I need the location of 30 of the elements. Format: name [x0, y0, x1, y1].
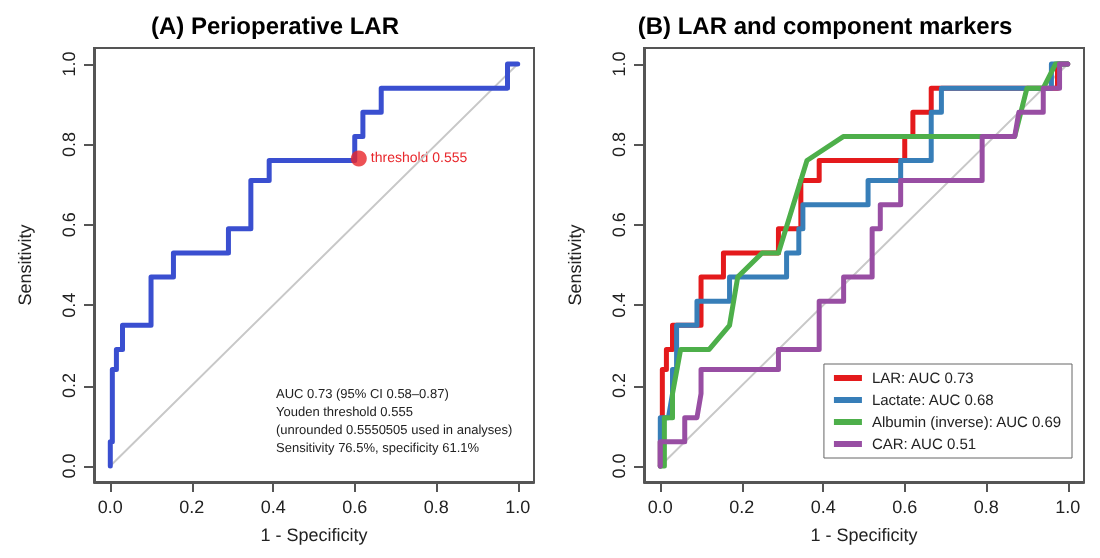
x-axis-title: 1 - Specificity — [260, 525, 369, 545]
y-axis-title: Sensitivity — [15, 223, 35, 306]
x-tick-label: 0.2 — [729, 497, 755, 517]
chart-title: (A) Perioperative LAR — [150, 12, 400, 40]
x-tick-label: 0.0 — [647, 497, 673, 517]
x-tick-label: 0.4 — [260, 497, 286, 517]
y-tick-label: 0.6 — [609, 212, 629, 238]
x-tick-label: 1.0 — [1055, 497, 1081, 517]
x-axis-title: 1 - Specificity — [810, 525, 919, 545]
x-tick-label: 0.8 — [423, 497, 449, 517]
y-tick-label: 0.0 — [59, 453, 79, 479]
x-tick-label: 0.6 — [892, 497, 918, 517]
y-axis-title: Sensitivity — [565, 223, 585, 306]
y-tick-label: 0.6 — [59, 212, 79, 238]
y-tick-label: 0.4 — [609, 292, 629, 318]
y-tick-label: 1.0 — [609, 51, 629, 77]
x-tick-label: 0.6 — [342, 497, 368, 517]
y-tick-label: 0.0 — [609, 453, 629, 479]
x-tick-label: 0.8 — [973, 497, 999, 517]
y-tick-label: 0.8 — [59, 131, 79, 157]
x-tick-label: 0.0 — [97, 497, 123, 517]
x-tick-label: 0.4 — [810, 497, 836, 517]
y-tick-label: 0.4 — [59, 292, 79, 318]
y-tick-label: 1.0 — [59, 51, 79, 77]
y-tick-label: 0.2 — [59, 373, 79, 399]
x-tick-label: 0.2 — [179, 497, 205, 517]
y-tick-label: 0.8 — [609, 131, 629, 157]
y-tick-label: 0.2 — [609, 373, 629, 399]
x-tick-label: 1.0 — [505, 497, 531, 517]
chart-title: (B) LAR and component markers — [637, 12, 1014, 40]
